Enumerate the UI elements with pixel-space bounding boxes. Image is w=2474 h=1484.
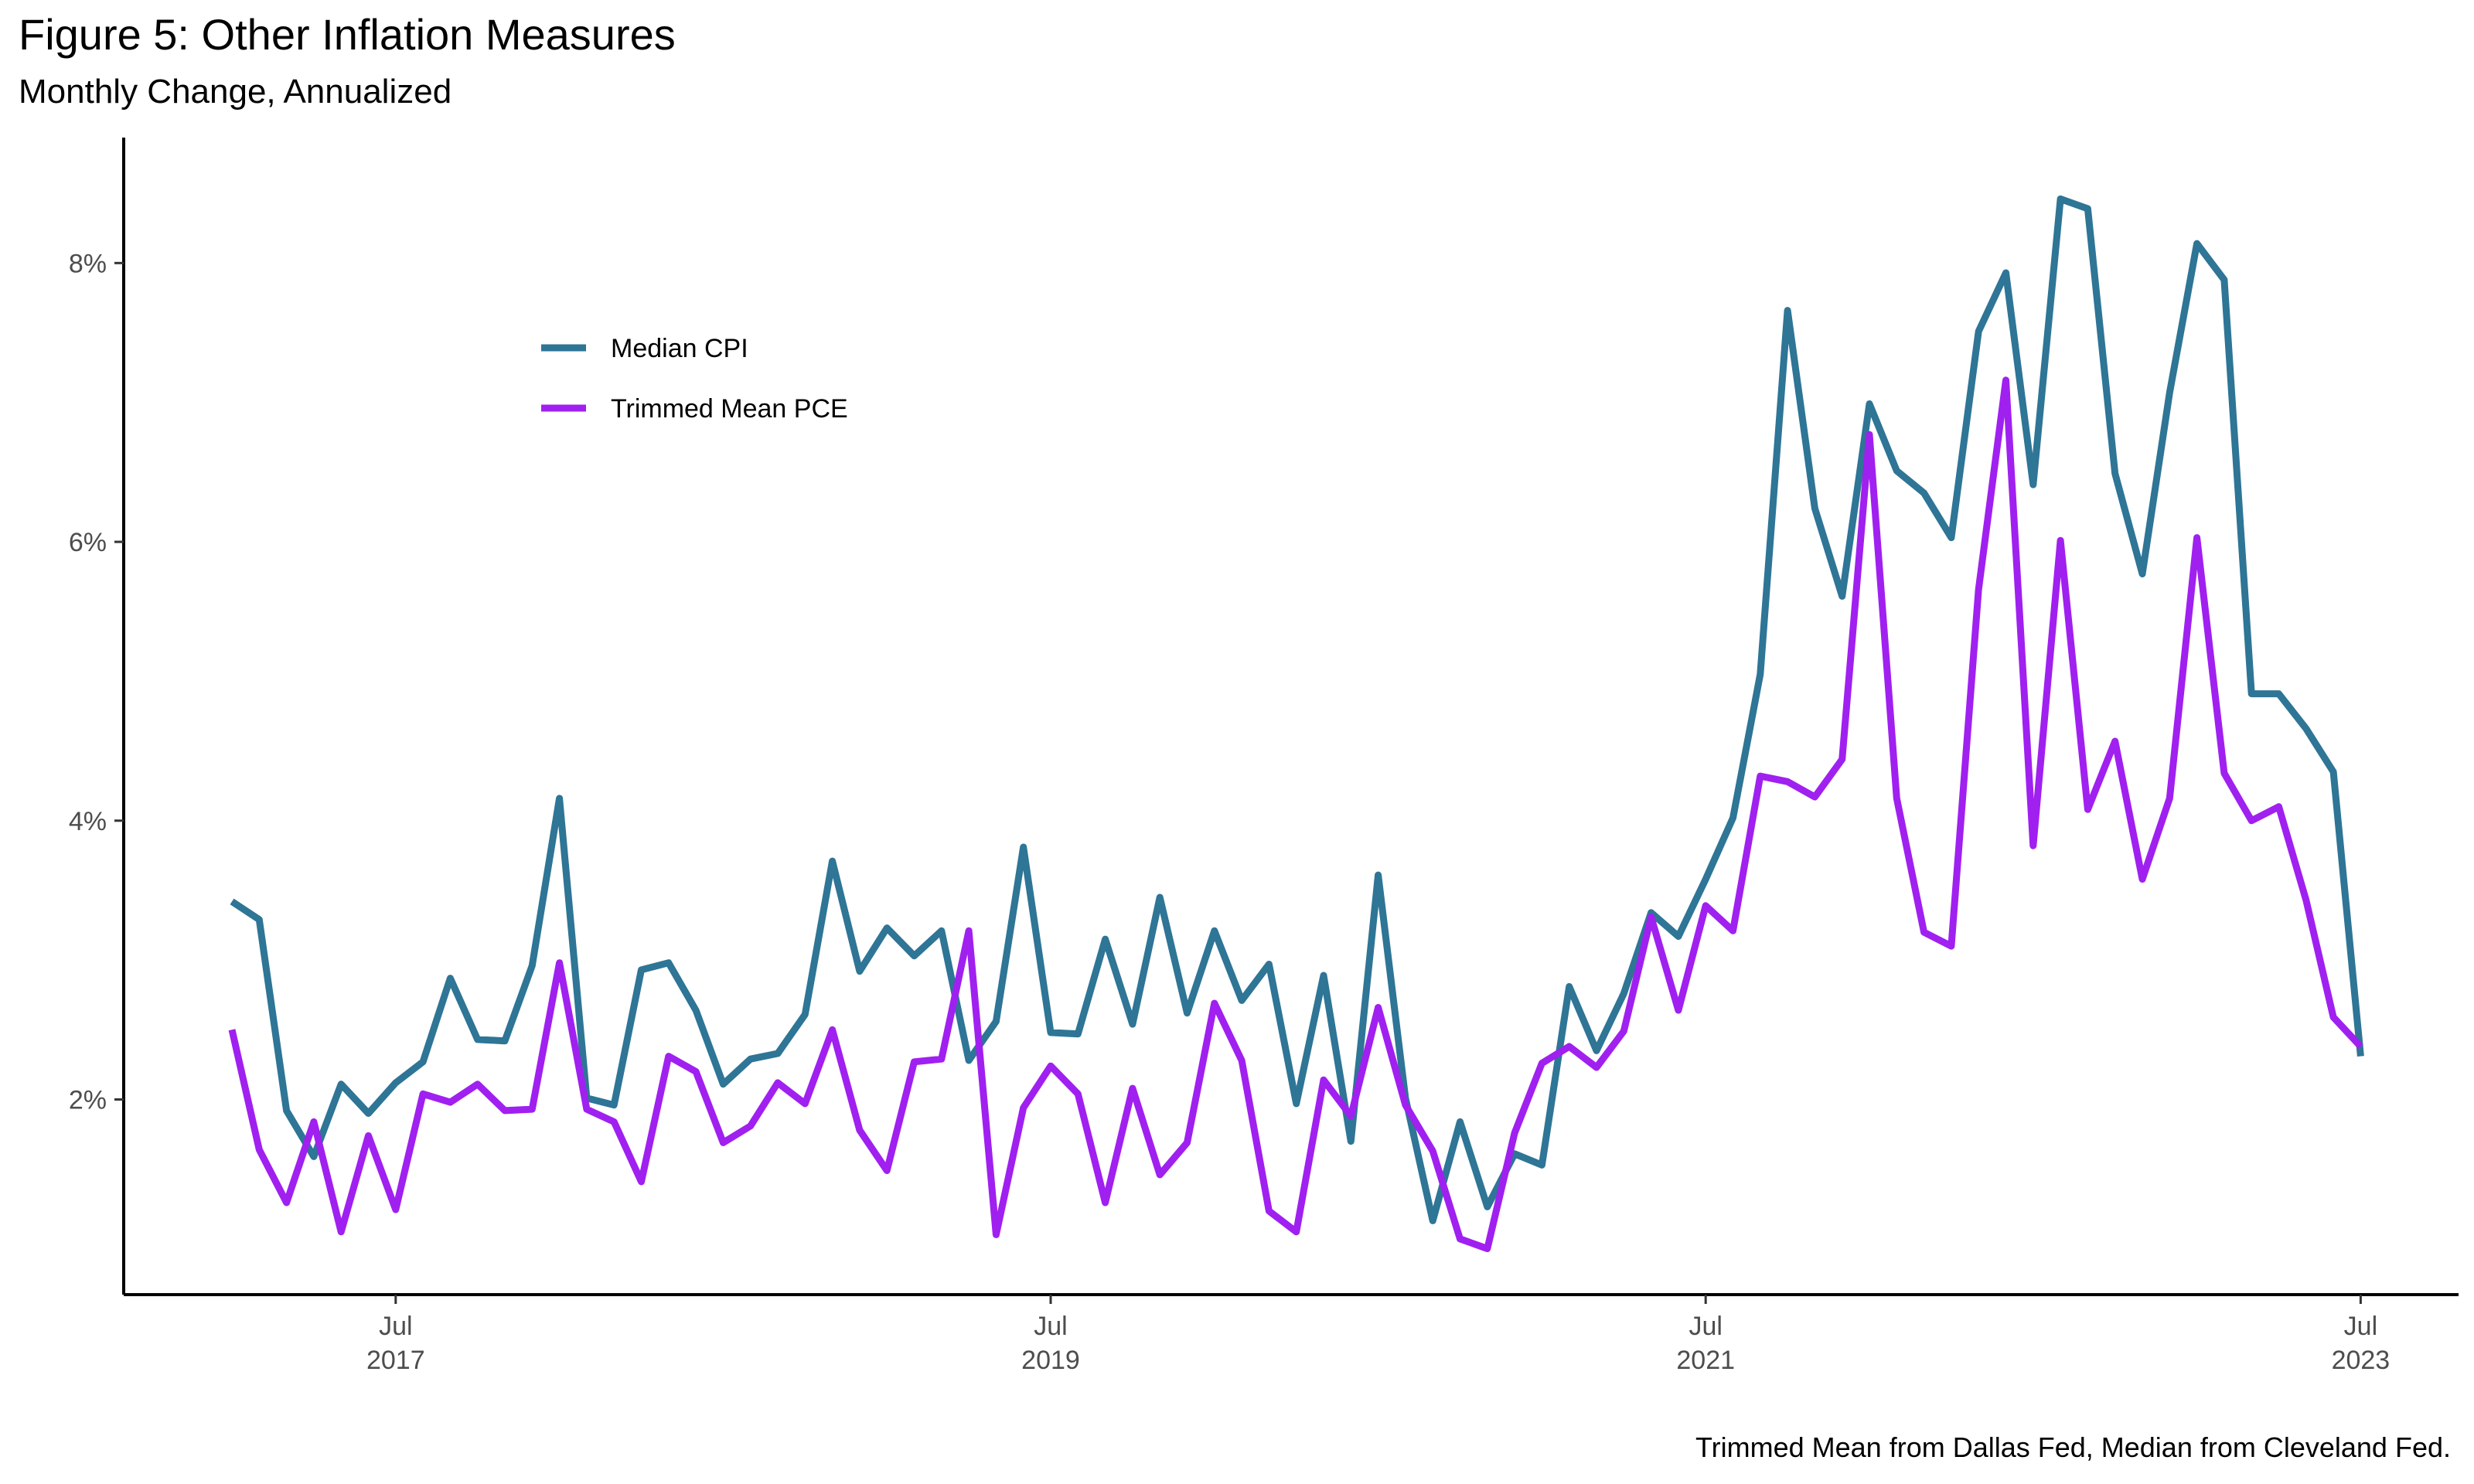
x-tick-label-year: 2019 <box>1021 1346 1080 1375</box>
x-tick-label-month: Jul <box>1034 1312 1067 1341</box>
x-tick-label-year: 2021 <box>1676 1346 1735 1375</box>
figure-subtitle: Monthly Change, Annualized <box>19 73 452 111</box>
y-tick-label: 8% <box>69 249 107 278</box>
series-line-median-cpi <box>230 195 2364 1224</box>
x-tick-label-year: 2017 <box>366 1346 425 1375</box>
figure-caption: Trimmed Mean from Dallas Fed, Median fro… <box>1695 1431 2451 1463</box>
y-tick-label: 6% <box>69 528 107 557</box>
x-tick-label-year: 2023 <box>2332 1346 2391 1375</box>
axes: 2% 4% 6% 8% Jul 2017 Jul 2019 Jul 2021 Jul 2023 <box>69 138 2459 1375</box>
series-lines <box>228 195 2364 1252</box>
figure-title: Figure 5: Other Inflation Measures <box>19 10 676 59</box>
series-line-trimmed-mean-pce <box>228 376 2363 1252</box>
y-tick-label: 4% <box>69 807 107 836</box>
x-tick-label-month: Jul <box>2344 1312 2377 1341</box>
legend-label: Median CPI <box>611 334 748 363</box>
legend: Median CPI Trimmed Mean PCE <box>541 334 848 424</box>
x-tick-label-month: Jul <box>1689 1312 1722 1341</box>
y-tick-label: 2% <box>69 1085 107 1115</box>
x-tick-label-month: Jul <box>379 1312 412 1341</box>
legend-label: Trimmed Mean PCE <box>611 394 848 424</box>
